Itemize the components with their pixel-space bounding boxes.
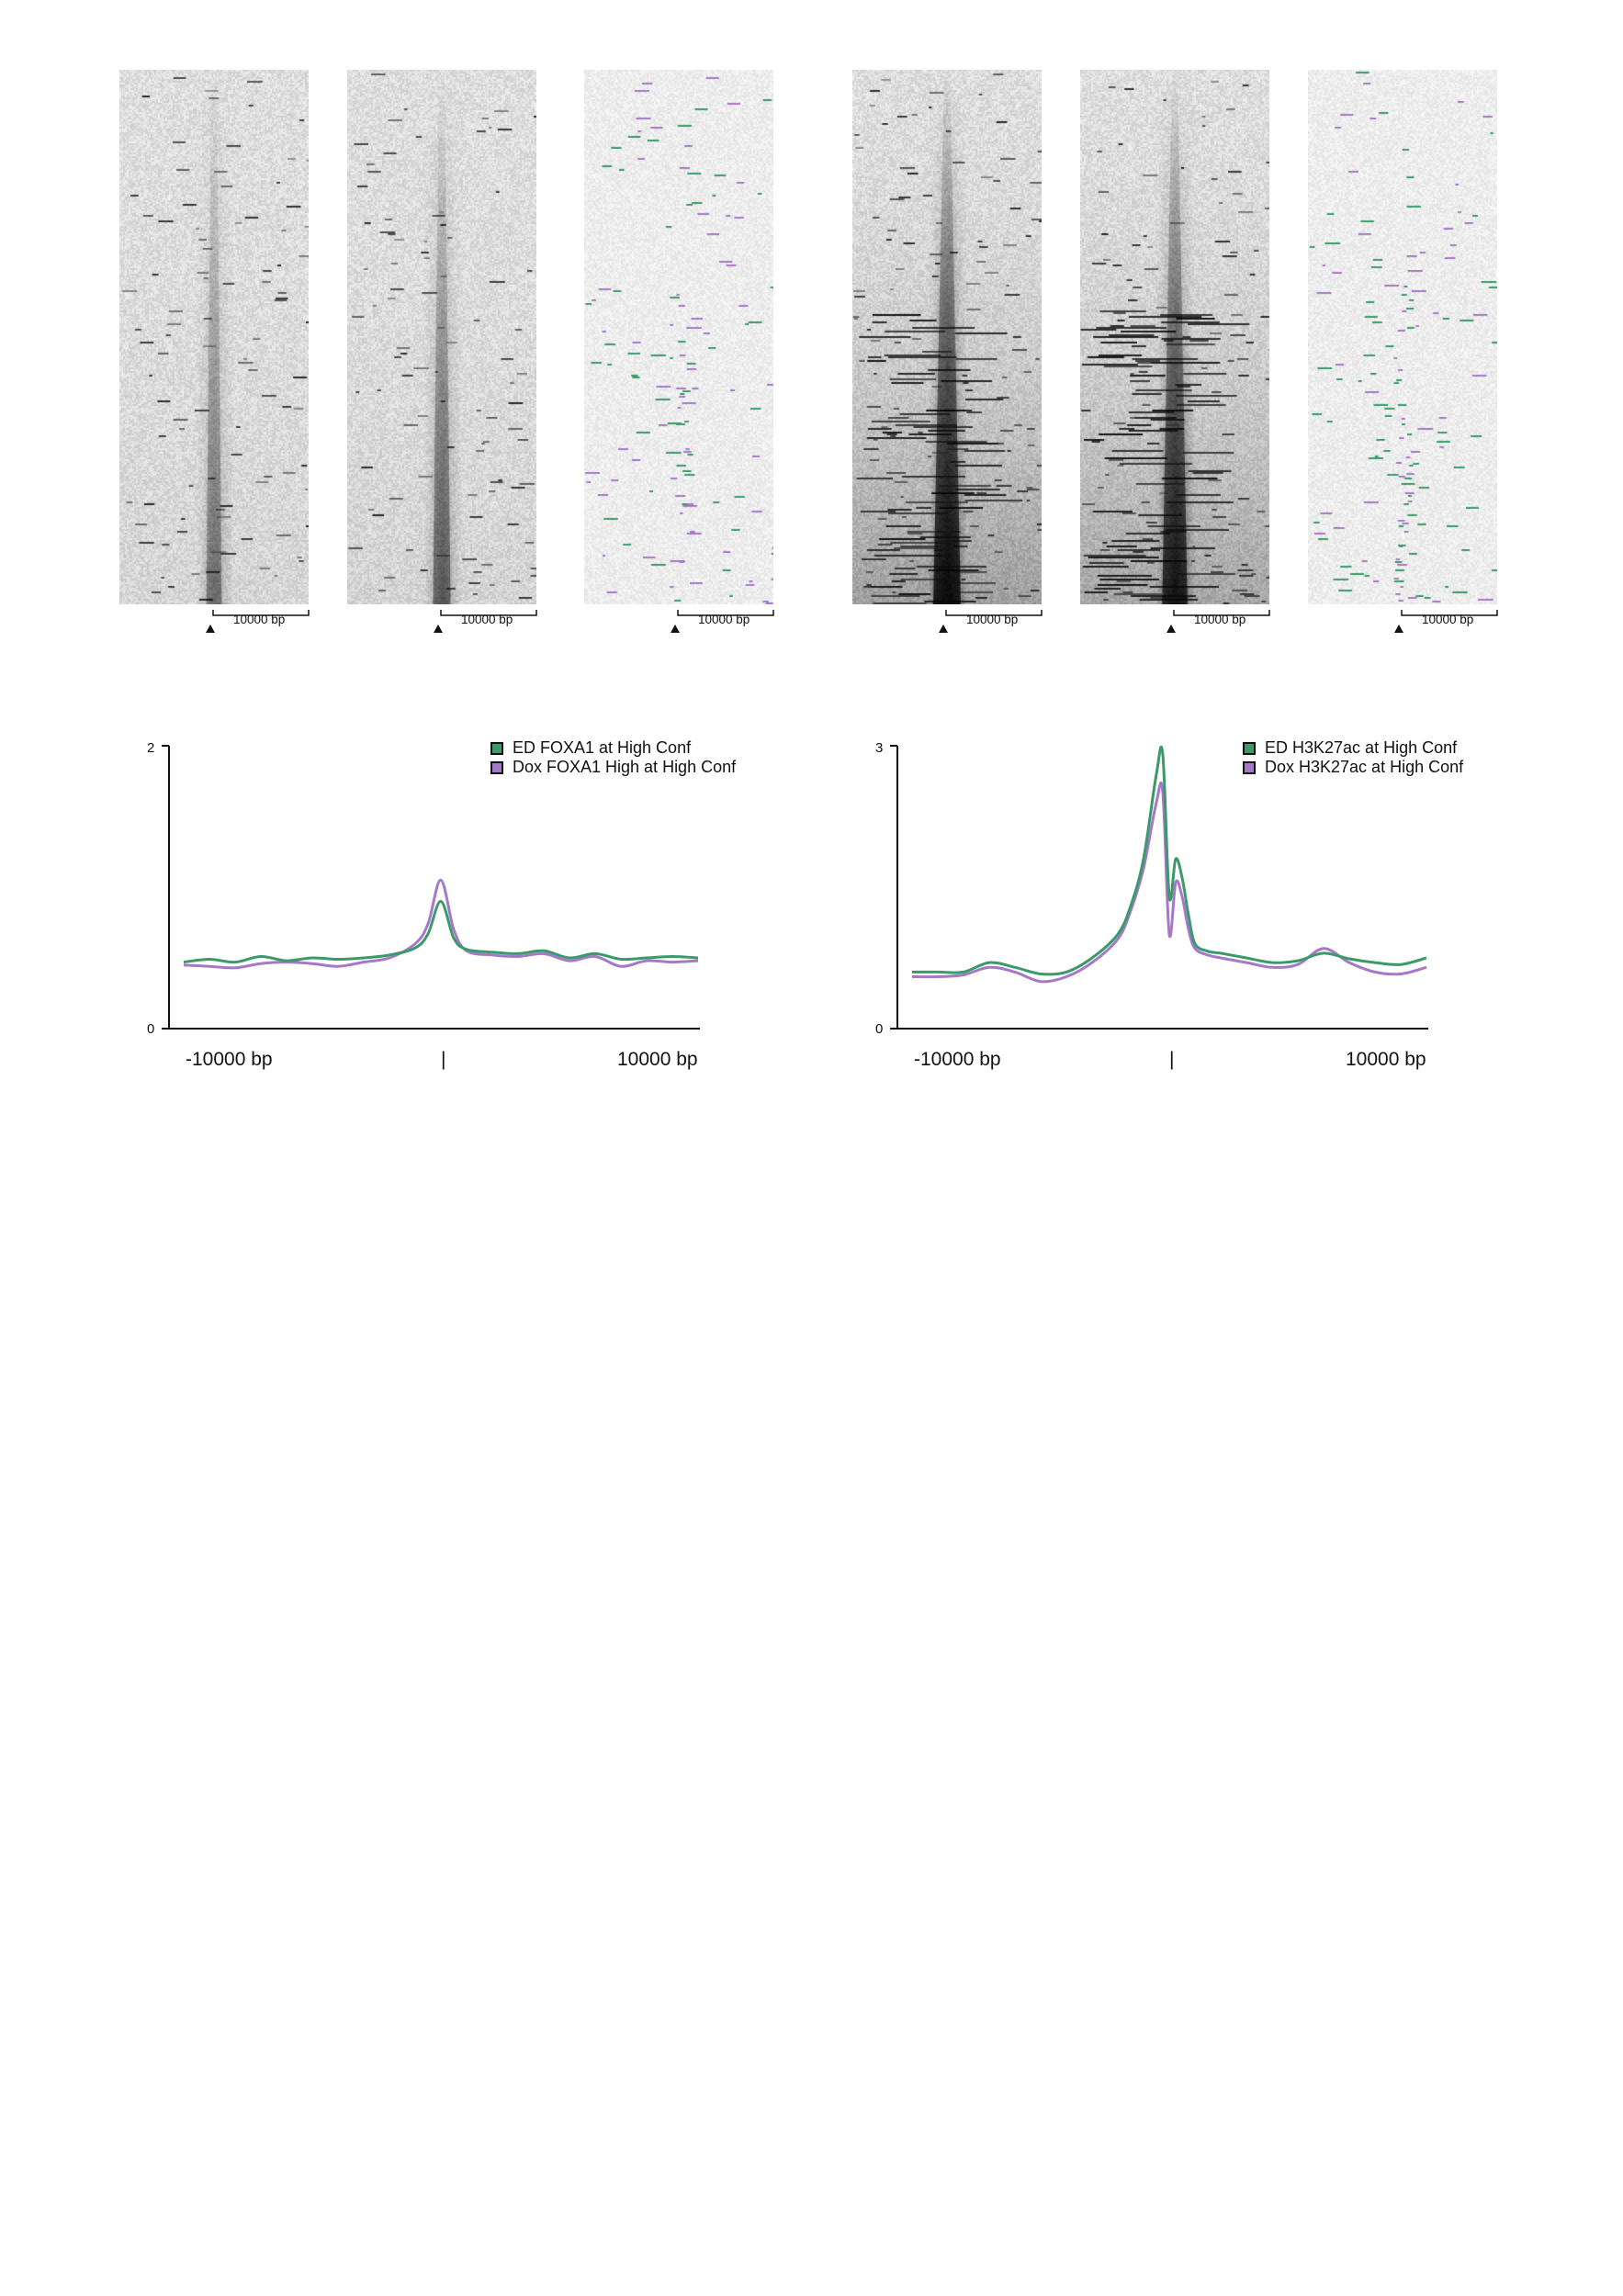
center-marker-icon bbox=[671, 625, 680, 633]
heatmap-panel-5 bbox=[1080, 70, 1269, 604]
legend-item-ed: ED FOXA1 at High Conf bbox=[490, 738, 736, 758]
heatmap-panel-2 bbox=[347, 70, 536, 604]
scale-label: 10000 bp bbox=[461, 613, 513, 626]
scale-label: 10000 bp bbox=[1194, 613, 1246, 626]
heatmap-canvas bbox=[852, 70, 1042, 604]
legend-item-ed: ED H3K27ac at High Conf bbox=[1243, 738, 1463, 758]
heatmap-canvas bbox=[1080, 70, 1269, 604]
legend: ED FOXA1 at High Conf Dox FOXA1 High at … bbox=[490, 738, 736, 777]
series-line bbox=[183, 878, 699, 970]
center-marker-icon bbox=[206, 625, 215, 633]
heatmap-canvas bbox=[584, 70, 773, 604]
heatmap-canvas bbox=[1308, 70, 1497, 604]
legend: ED H3K27ac at High Conf Dox H3K27ac at H… bbox=[1243, 738, 1463, 777]
x-tick-label-center: | bbox=[441, 1049, 446, 1070]
heatmap-panel-4 bbox=[852, 70, 1042, 604]
legend-label: ED H3K27ac at High Conf bbox=[1265, 738, 1458, 757]
scale-bar-3: 10000 bp bbox=[671, 608, 775, 636]
profile-plot-foxa1 bbox=[162, 745, 700, 1030]
profile-plot-h3k27ac bbox=[890, 745, 1428, 1030]
scale-bar-5: 10000 bp bbox=[1167, 608, 1271, 636]
scale-bar-1: 10000 bp bbox=[206, 608, 310, 636]
y-tick-label-bottom: 0 bbox=[147, 1021, 155, 1037]
scale-bar-6: 10000 bp bbox=[1394, 608, 1499, 636]
y-tick-label-top: 2 bbox=[147, 740, 155, 756]
scale-bracket bbox=[206, 610, 310, 633]
profile-chart-foxa1: 2 0 -10000 bp | 10000 bp ED FOXA1 at Hig… bbox=[138, 735, 799, 1084]
legend-swatch-dox bbox=[490, 760, 503, 774]
legend-swatch-ed bbox=[490, 741, 503, 755]
x-tick-label-left: -10000 bp bbox=[914, 1049, 1001, 1070]
scale-label: 10000 bp bbox=[966, 613, 1019, 626]
legend-label: Dox H3K27ac at High Conf bbox=[1265, 758, 1464, 776]
heatmap-panel-1 bbox=[119, 70, 309, 604]
x-tick-label-right: 10000 bp bbox=[617, 1049, 698, 1070]
heatmap-panel-6 bbox=[1308, 70, 1497, 604]
x-tick-label-left: -10000 bp bbox=[186, 1049, 273, 1070]
series-line bbox=[183, 899, 699, 964]
scale-bracket bbox=[671, 610, 774, 633]
legend-item-dox: Dox FOXA1 High at High Conf bbox=[490, 758, 736, 777]
scale-label: 10000 bp bbox=[698, 613, 750, 626]
series-line bbox=[912, 746, 1427, 976]
heatmap-canvas bbox=[347, 70, 536, 604]
y-tick-label-top: 3 bbox=[875, 740, 884, 756]
legend-label: ED FOXA1 at High Conf bbox=[513, 738, 692, 757]
scale-bar-2: 10000 bp bbox=[434, 608, 538, 636]
profile-chart-h3k27ac: 3 0 -10000 bp | 10000 bp ED H3K27ac at H… bbox=[866, 735, 1527, 1084]
legend-label: Dox FOXA1 High at High Conf bbox=[513, 758, 737, 776]
scale-bracket bbox=[434, 610, 537, 633]
scale-bracket bbox=[939, 610, 1043, 633]
legend-item-dox: Dox H3K27ac at High Conf bbox=[1243, 758, 1463, 777]
heatmap-panel-3 bbox=[584, 70, 773, 604]
legend-swatch-dox bbox=[1243, 760, 1256, 774]
center-marker-icon bbox=[939, 625, 948, 633]
x-tick-label-center: | bbox=[1169, 1049, 1175, 1070]
center-marker-icon bbox=[434, 625, 443, 633]
scale-bracket bbox=[1167, 610, 1270, 633]
center-marker-icon bbox=[1394, 625, 1403, 633]
scale-bar-4: 10000 bp bbox=[939, 608, 1043, 636]
legend-swatch-ed bbox=[1243, 741, 1256, 755]
scale-label: 10000 bp bbox=[1422, 613, 1474, 626]
y-tick-label-bottom: 0 bbox=[875, 1021, 884, 1037]
scale-label: 10000 bp bbox=[233, 613, 286, 626]
scale-bracket bbox=[1394, 610, 1498, 633]
center-marker-icon bbox=[1167, 625, 1176, 633]
x-tick-label-right: 10000 bp bbox=[1346, 1049, 1426, 1070]
heatmap-canvas bbox=[119, 70, 309, 604]
